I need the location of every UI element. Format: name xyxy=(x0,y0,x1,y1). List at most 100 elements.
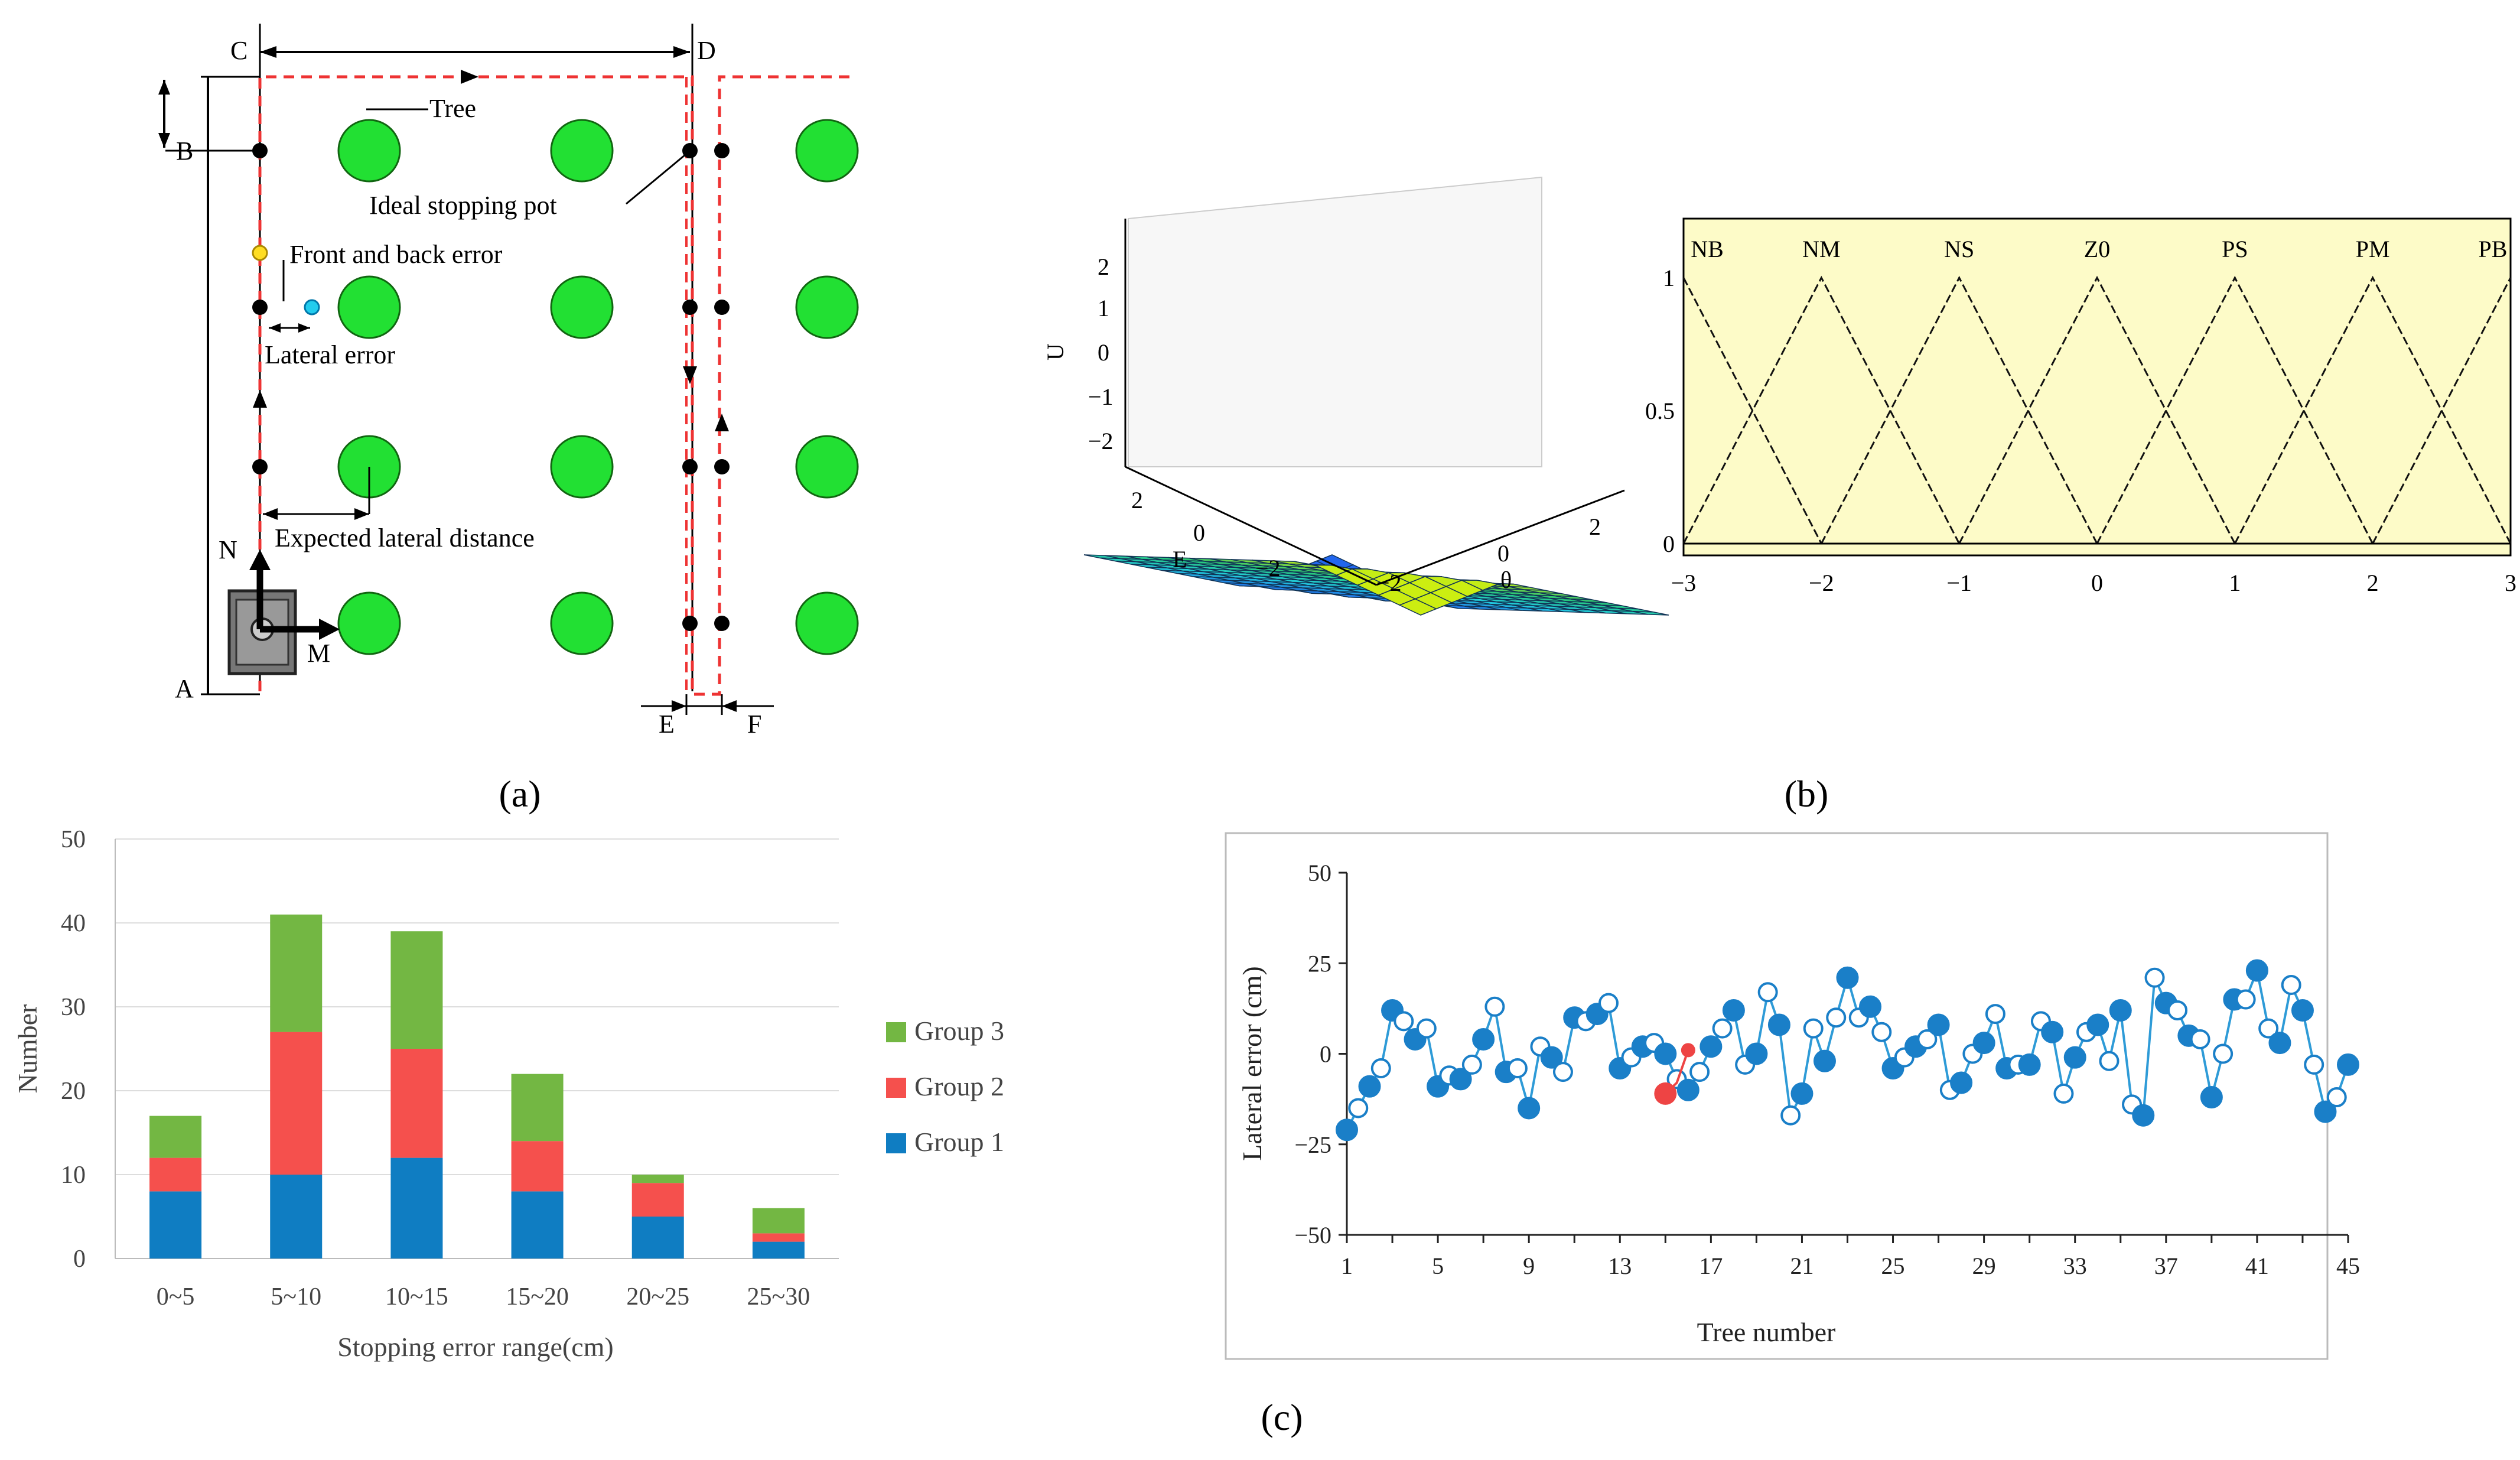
bar-x-tick: 5~10 xyxy=(271,1283,321,1311)
front-back-error-marker xyxy=(252,245,268,261)
bar-segment-group-2 xyxy=(511,1141,564,1192)
bar-y-tick: 40 xyxy=(61,910,86,937)
direction-arrow-icon xyxy=(715,414,729,431)
lateral-error-chart: 50 25 0 −25 −50 1 5 9 13 17 21 25 29 33 37 41 45 Tree n… xyxy=(1225,832,2360,1360)
tree xyxy=(795,275,859,339)
data-point-filled xyxy=(1540,1046,1563,1069)
line-x-tick: 33 xyxy=(2063,1253,2087,1279)
data-point-open xyxy=(1370,1058,1391,1079)
membership-triangle-NM xyxy=(1682,275,1960,544)
bar-y-tick: 20 xyxy=(61,1078,86,1105)
stopping-points xyxy=(252,143,730,631)
line-y-tick: 25 xyxy=(1308,950,1331,977)
data-point-filled xyxy=(1927,1013,1950,1036)
direction-arrow-icon xyxy=(253,390,267,408)
bar-x-ticks: 0~5 5~10 10~15 15~20 20~25 25~30 xyxy=(157,1283,810,1311)
bar-segment-group-1 xyxy=(270,1175,323,1259)
lateral-error-marker xyxy=(304,299,320,316)
legend-label: Group 2 xyxy=(914,1071,1004,1101)
point-label-b: B xyxy=(176,136,193,165)
stop-point xyxy=(252,300,268,315)
arrowhead-icon xyxy=(158,80,170,95)
membership-y-tick: 1 xyxy=(1663,265,1675,291)
panel-label-b: (b) xyxy=(1785,773,1829,815)
membership-set-label: Z0 xyxy=(2084,236,2110,262)
line-series xyxy=(1336,959,2359,1142)
bar-segment-group-3 xyxy=(752,1208,805,1234)
arrowhead-icon xyxy=(298,323,310,333)
data-point-filled xyxy=(1950,1071,1973,1094)
data-point-filled xyxy=(1654,1042,1677,1065)
membership-y-tick: 0.5 xyxy=(1645,398,1675,424)
stop-point xyxy=(252,459,268,474)
membership-set-label: NB xyxy=(1691,236,1724,262)
data-point-open xyxy=(2326,1087,2347,1108)
bar-legend: Group 3 Group 2 Group 1 xyxy=(886,1016,1004,1157)
bar-y-tick: 30 xyxy=(61,994,86,1021)
point-label-a: A xyxy=(175,674,194,703)
data-point-open xyxy=(2281,975,2301,996)
surface-z-label: U xyxy=(1042,343,1069,360)
data-point-open xyxy=(1552,1062,1573,1082)
bar-x-tick: 15~20 xyxy=(506,1283,569,1311)
line-x-tick: 21 xyxy=(1790,1253,1814,1279)
tree xyxy=(337,591,401,655)
membership-x-tick: −2 xyxy=(1809,570,1834,596)
legend-label: Group 1 xyxy=(914,1127,1004,1157)
data-point-filled xyxy=(1336,1118,1358,1142)
data-point-open xyxy=(2258,1018,2279,1039)
surface-e-label: E xyxy=(1173,546,1187,573)
arrowhead-icon xyxy=(319,619,340,640)
membership-x-tick: 3 xyxy=(2505,570,2516,596)
stop-point xyxy=(252,143,268,158)
data-point-filled xyxy=(1358,1075,1381,1098)
bar-y-axis-label: Number xyxy=(12,1004,43,1094)
arrowhead-icon xyxy=(722,700,737,712)
stop-point xyxy=(682,616,698,631)
membership-triangle-PM xyxy=(2234,275,2512,544)
data-point-filled xyxy=(1699,1035,1723,1058)
data-point-open xyxy=(2053,1083,2074,1104)
bar-segment-group-1 xyxy=(511,1191,564,1259)
data-point-filled xyxy=(1836,966,1859,989)
membership-x-tick: 1 xyxy=(2229,570,2241,596)
control-surface xyxy=(1083,554,1669,616)
surface-theta-tick: −2 xyxy=(1376,570,1402,596)
point-label-d: D xyxy=(697,36,716,65)
arrowhead-icon xyxy=(260,46,276,58)
data-point-filled xyxy=(2018,1053,2041,1076)
label-lateral-error: Lateral error xyxy=(265,340,395,369)
legend-swatch xyxy=(886,1133,906,1153)
bar-segment-group-1 xyxy=(390,1157,443,1259)
stop-point xyxy=(714,459,730,474)
label-ideal-stopping: Ideal stopping pot xyxy=(369,191,557,220)
data-point-open xyxy=(1507,1058,1528,1079)
bar-segment-group-3 xyxy=(511,1074,564,1142)
axis-label-n: N xyxy=(219,535,237,564)
bar-segment-group-3 xyxy=(390,931,443,1049)
data-point-filled xyxy=(1972,1032,1995,1055)
data-point-filled xyxy=(2291,999,2314,1022)
direction-arrow-icon xyxy=(683,366,697,384)
data-point-filled xyxy=(1859,995,1882,1018)
line-x-axis-label: Tree number xyxy=(1697,1317,1836,1347)
data-point-open xyxy=(1689,1062,1710,1082)
surface-e-axis xyxy=(1376,489,1625,586)
stop-point xyxy=(682,300,698,315)
data-point-open xyxy=(1917,1029,1938,1049)
surface-z-tick: 1 xyxy=(1098,295,1109,321)
data-point-filled xyxy=(2200,1086,2223,1109)
data-point-open xyxy=(1598,993,1619,1013)
data-point-open xyxy=(1871,1022,1892,1042)
data-point-filled xyxy=(1722,999,1745,1022)
surface-e-tick: −2 xyxy=(1255,555,1281,581)
surface-theta-tick: 2 xyxy=(1589,513,1601,540)
data-point-filled xyxy=(1518,1097,1541,1120)
arrowhead-icon xyxy=(269,323,281,333)
data-point-open xyxy=(1416,1018,1437,1039)
tree xyxy=(337,275,401,339)
line-x-tick: 29 xyxy=(1972,1253,1996,1279)
surface-e-tick: 2 xyxy=(1131,487,1143,513)
stop-point xyxy=(714,143,730,158)
